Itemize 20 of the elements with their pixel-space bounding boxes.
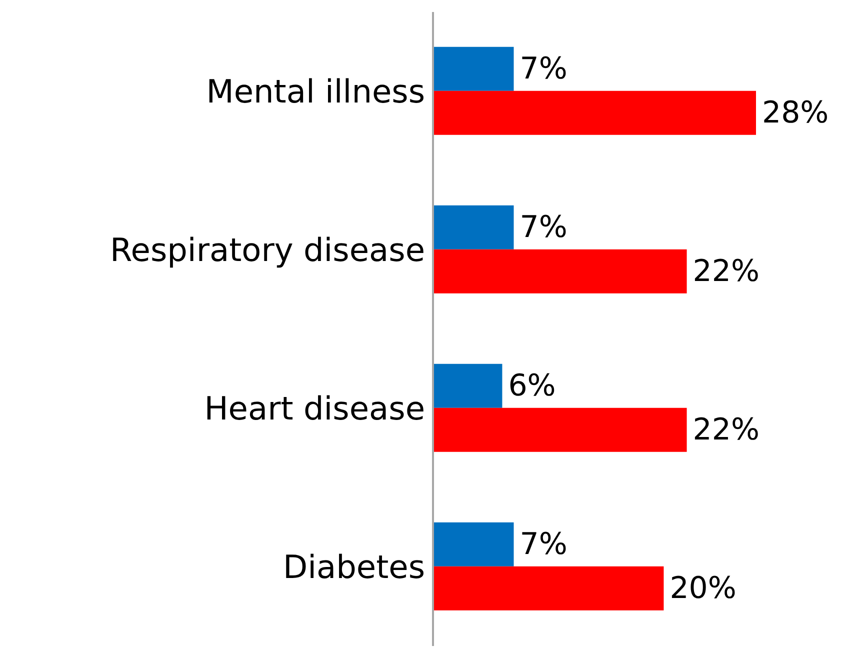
y-tick-label: Heart disease [204, 390, 425, 428]
data-label: 20% [670, 570, 736, 606]
data-label: 22% [692, 412, 760, 448]
y-tick-label: Respiratory disease [110, 231, 425, 270]
bar [433, 205, 514, 250]
data-label: 7% [520, 210, 568, 245]
data-label: 22% [692, 254, 760, 289]
bar [433, 90, 756, 135]
y-tick-label: Diabetes [282, 548, 425, 586]
data-label: 7% [520, 526, 568, 562]
bar [433, 364, 502, 408]
data-label: 6% [508, 368, 556, 404]
bar [433, 522, 514, 566]
bar [433, 249, 687, 294]
data-label: 7% [520, 51, 568, 86]
bar [433, 566, 664, 610]
bar [433, 46, 514, 91]
data-label: 28% [762, 95, 829, 130]
bar [433, 408, 687, 452]
y-tick-label: Mental illness [206, 72, 425, 111]
